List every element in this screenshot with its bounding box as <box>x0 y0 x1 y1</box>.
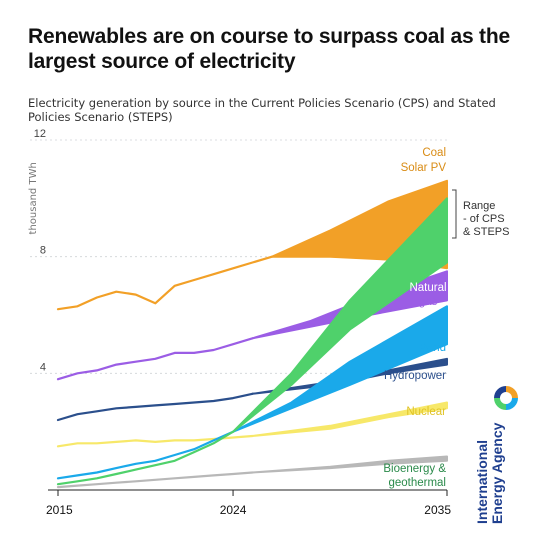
projection-bands <box>232 179 448 474</box>
x-tick-label: 2015 <box>46 503 73 517</box>
bioenergy-range-band <box>251 455 448 474</box>
range-note-label: & STEPS <box>463 226 509 238</box>
bioenergy-history-line <box>56 471 254 489</box>
solar-pv-label: Solar PV <box>401 162 447 174</box>
y-tick-label: 4 <box>40 361 46 373</box>
x-tick-label: 2024 <box>220 503 247 517</box>
solar-pv-history-line <box>56 430 235 486</box>
bioenergy-label: geothermal <box>388 477 446 489</box>
x-tick-label: 2035 <box>424 503 451 517</box>
hydropower-label: Hydropower <box>384 370 446 382</box>
logo-line-1: International <box>474 439 490 524</box>
nuclear-range-band <box>251 401 448 437</box>
coal-history-line <box>56 255 274 311</box>
natural-gas-label: Natural <box>409 282 446 294</box>
historical-lines <box>56 255 274 489</box>
series-labels: Coal Solar PV Natural gas Wind Hydropower Nucl… <box>383 147 446 489</box>
nuclear-label: Nuclear <box>406 406 446 418</box>
natural-gas-history-line <box>56 337 254 381</box>
bioenergy-label: Bioenergy & <box>383 463 446 475</box>
natural-gas-label: gas <box>419 296 438 308</box>
chart-axes: 4 8 12 thousand TWh 2015 2024 2035 <box>28 128 451 517</box>
wind-history-line <box>56 430 235 480</box>
wind-range-band <box>232 305 448 433</box>
range-note-label: Range <box>463 200 495 212</box>
range-note-label: - of CPS <box>463 213 505 225</box>
range-bracket-line <box>452 189 457 239</box>
y-tick-label: 12 <box>34 128 46 140</box>
iea-logo-icon <box>492 384 520 412</box>
coal-label: Coal <box>422 147 446 159</box>
y-axis-label: thousand TWh <box>28 162 39 234</box>
hydropower-history-line <box>56 392 254 422</box>
chart-subtitle: Electricity generation by source in the … <box>28 96 496 124</box>
wind-label: Wind <box>420 342 446 354</box>
solar-pv-range-band <box>232 197 448 433</box>
y-tick-label: 8 <box>40 245 46 257</box>
iea-logo-text: International Energy Agency <box>474 422 505 524</box>
chart-title: Renewables are on course to surpass coal… <box>28 25 510 73</box>
logo-line-2: Energy Agency <box>489 422 505 524</box>
range-bracket: Range- of CPS& STEPS <box>452 189 509 239</box>
